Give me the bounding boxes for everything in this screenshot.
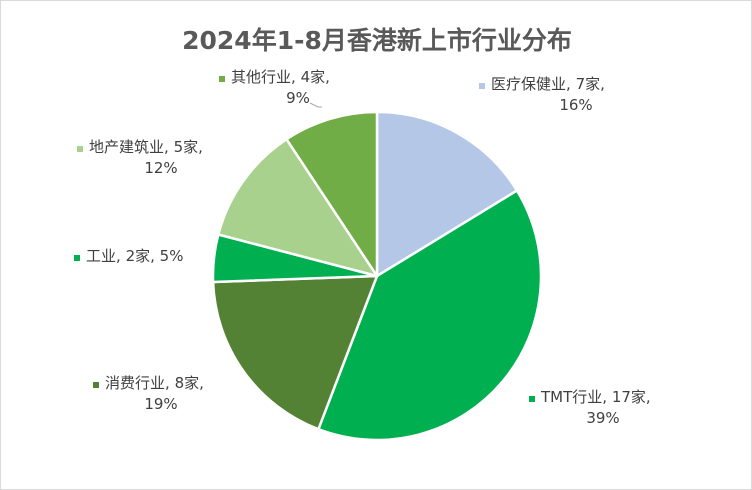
label-swatch-1 [479, 83, 485, 89]
pie-slice-6 [285, 110, 379, 278]
slice-count: 4家 [301, 68, 326, 86]
data-label-4: 工业, 2家, 5% [86, 247, 183, 265]
slice-percent-1: 16% [559, 96, 592, 114]
slice-name: TMT行业 [540, 388, 602, 406]
slice-count: 7家 [576, 75, 601, 93]
label-swatch-3 [93, 382, 99, 388]
label-swatch-4 [74, 255, 80, 261]
pie-slice-1 [375, 110, 519, 278]
slice-count: 8家 [175, 374, 200, 392]
slice-name: 其他行业 [231, 68, 291, 86]
pie-slices [211, 110, 543, 442]
slice-count: 5家 [174, 138, 199, 156]
slice-name: 医疗保健业 [491, 75, 566, 93]
label-swatch-2 [529, 396, 535, 402]
data-labels: 医疗保健业, 7家, 16% TMT行业, 17家, 39% 消费行业, 8家, 19% 工… [74, 68, 651, 427]
slice-percent-3: 19% [144, 395, 177, 413]
slice-name: 工业 [86, 247, 116, 265]
slice-percent-5: 12% [144, 159, 177, 177]
pie-slice-5 [217, 137, 379, 278]
label-swatch-5 [77, 146, 83, 152]
slice-percent: 5% [160, 247, 184, 265]
slice-count: 2家 [126, 247, 151, 265]
data-label-6: 其他行业, 4家, [231, 68, 330, 86]
data-label-1: 医疗保健业, 7家, [491, 75, 605, 93]
label-swatch-6 [219, 76, 225, 82]
slice-name: 消费行业 [105, 374, 165, 392]
slice-count: 17家 [612, 388, 646, 406]
chart-title: 2024年1-8月香港新上市行业分布 [182, 26, 572, 55]
slice-name: 地产建筑业 [89, 138, 164, 156]
pie-slice-2 [317, 189, 543, 442]
data-label-2: TMT行业, 17家, [540, 388, 651, 406]
data-label-3: 消费行业, 8家, [105, 374, 204, 392]
slice-percent-2: 39% [586, 409, 619, 427]
pie-slice-3 [211, 274, 379, 431]
leader-line [309, 102, 322, 108]
slice-percent-6: 9% [286, 89, 310, 107]
data-label-5: 地产建筑业, 5家, [89, 138, 203, 156]
